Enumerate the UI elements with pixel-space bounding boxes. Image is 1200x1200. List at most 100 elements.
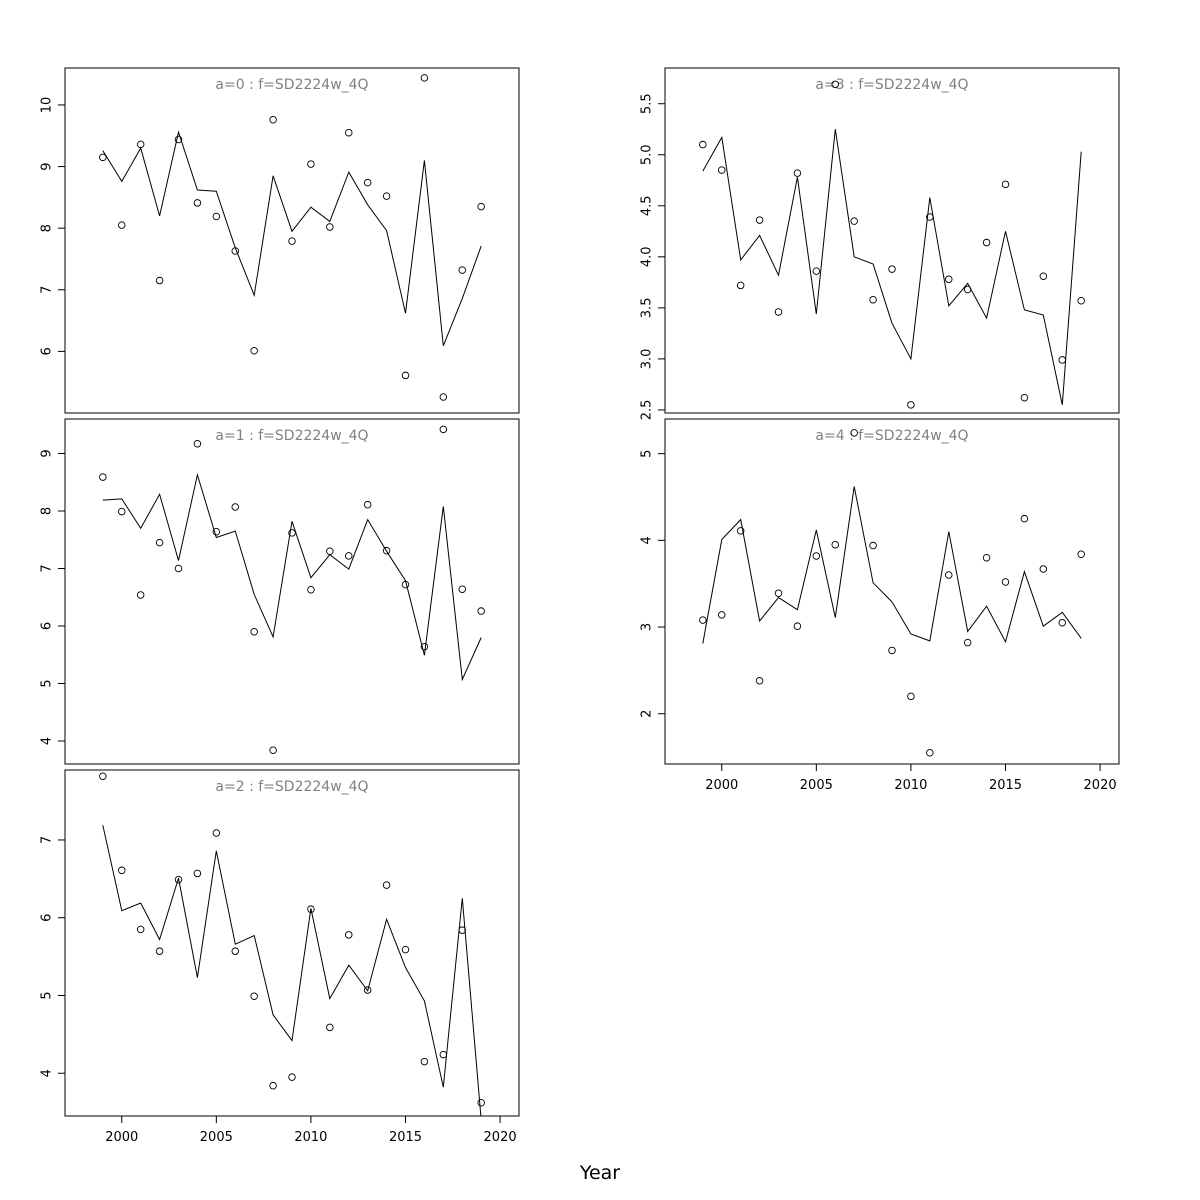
x-tick-label: 2005 [800,778,833,793]
observed-point [1077,296,1085,305]
observed-point [793,169,802,177]
observed-point [945,275,953,284]
y-tick-label: 7 [40,286,55,294]
data-layer [99,425,485,754]
observed-point [718,166,726,174]
y-tick-label: 8 [40,507,55,515]
panel-title: a=2 : f=SD2224w_4Q [215,779,368,795]
y-tick-label: 9 [40,162,55,170]
observed-point [345,552,353,560]
observed-point [326,223,334,231]
y-tick-label: 6 [40,914,55,922]
observed-point [155,276,164,285]
y-tick-label: 5.5 [640,93,655,114]
observed-point [755,677,764,685]
observed-point [345,128,353,137]
observed-point [99,473,107,481]
observed-point [1020,514,1029,523]
y-tick-label: 4.0 [640,246,655,267]
x-tick-label: 2010 [294,1130,327,1145]
y-tick-label: 4.5 [640,195,655,216]
observed-point [382,192,391,200]
observed-point [212,527,221,536]
plot-frame [664,418,1120,765]
observed-point [982,553,991,562]
y-tick-label: 7 [40,564,55,572]
panel-title: a=0 : f=SD2224w_4Q [215,77,368,93]
observed-point [231,503,239,511]
observed-point [477,202,485,211]
observed-point [288,1073,296,1081]
data-layer [99,772,485,1116]
x-axis-label: Year [579,1162,620,1184]
observed-point [288,237,296,245]
observed-point [420,74,429,82]
y-tick-label: 6 [40,622,55,630]
x-tick-label: 2000 [105,1130,138,1145]
observed-point [1077,550,1085,558]
panel-2: a=2 : f=SD2224w_4Q 4 5 6 7 2000 2005 2010 2015 20… [40,769,520,1145]
observed-point [1001,180,1010,189]
observed-point [458,585,467,593]
observed-point [982,238,991,247]
fitted-line [102,130,482,346]
observed-point [718,611,726,619]
observed-point [812,552,821,560]
x-tick-label: 2000 [705,778,738,793]
observed-point [458,266,467,274]
observed-point [307,586,315,594]
observed-point [1058,356,1066,364]
y-tick-label: 3.5 [640,298,655,319]
observed-point [250,628,258,636]
x-tick-label: 2020 [1084,778,1117,793]
observed-point [420,1057,429,1066]
observed-point [888,646,896,655]
observed-point [174,564,183,573]
observed-point [926,748,934,757]
observed-point [831,540,840,549]
observed-point [401,945,410,954]
observed-point [136,925,145,934]
plot-frame [64,418,520,765]
observed-point [477,607,485,615]
observed-point [401,371,410,380]
observed-point [307,160,315,168]
panel-title: a=3 : f=SD2224w_4Q [815,77,968,93]
observed-point [269,115,277,124]
y-tick-label: 5 [40,991,55,999]
observed-point [136,140,145,149]
observed-point [907,692,915,701]
observed-point [345,931,353,939]
panel-1: a=1 : f=SD2224w_4Q 4 5 6 7 8 9 [40,418,520,765]
x-tick-label: 2010 [894,778,927,793]
observed-point [963,638,972,647]
plot-frame [664,67,1120,414]
observed-point [363,178,372,187]
panel-3: a=3 : f=SD2224w_4Q 2.5 3.0 3.5 4.0 4.5 5.0 5.5 [640,67,1120,421]
observed-point [174,135,183,144]
observed-point [1020,393,1029,402]
plot-frame [64,769,520,1117]
y-tick-label: 5 [40,679,55,687]
observed-point [812,267,821,275]
observed-point [212,829,221,837]
x-tick-label: 2005 [200,1130,233,1145]
observed-point [736,281,745,290]
observed-point [288,529,296,537]
y-tick-label: 2.5 [640,400,655,421]
y-tick-label: 4 [40,737,55,745]
y-tick-label: 4 [40,1069,55,1077]
observed-point [307,905,315,913]
observed-point [850,429,858,437]
panel-title: a=4 : f=SD2224w_4Q [815,428,968,444]
observed-point [155,947,164,955]
observed-point [439,393,448,401]
observed-point [250,347,258,355]
observed-point [250,992,258,1001]
y-tick-label: 2 [640,710,655,718]
observed-point [193,439,202,448]
data-layer [99,74,485,401]
y-tick-label: 9 [40,449,55,457]
x-tick-label: 2015 [389,1130,422,1145]
